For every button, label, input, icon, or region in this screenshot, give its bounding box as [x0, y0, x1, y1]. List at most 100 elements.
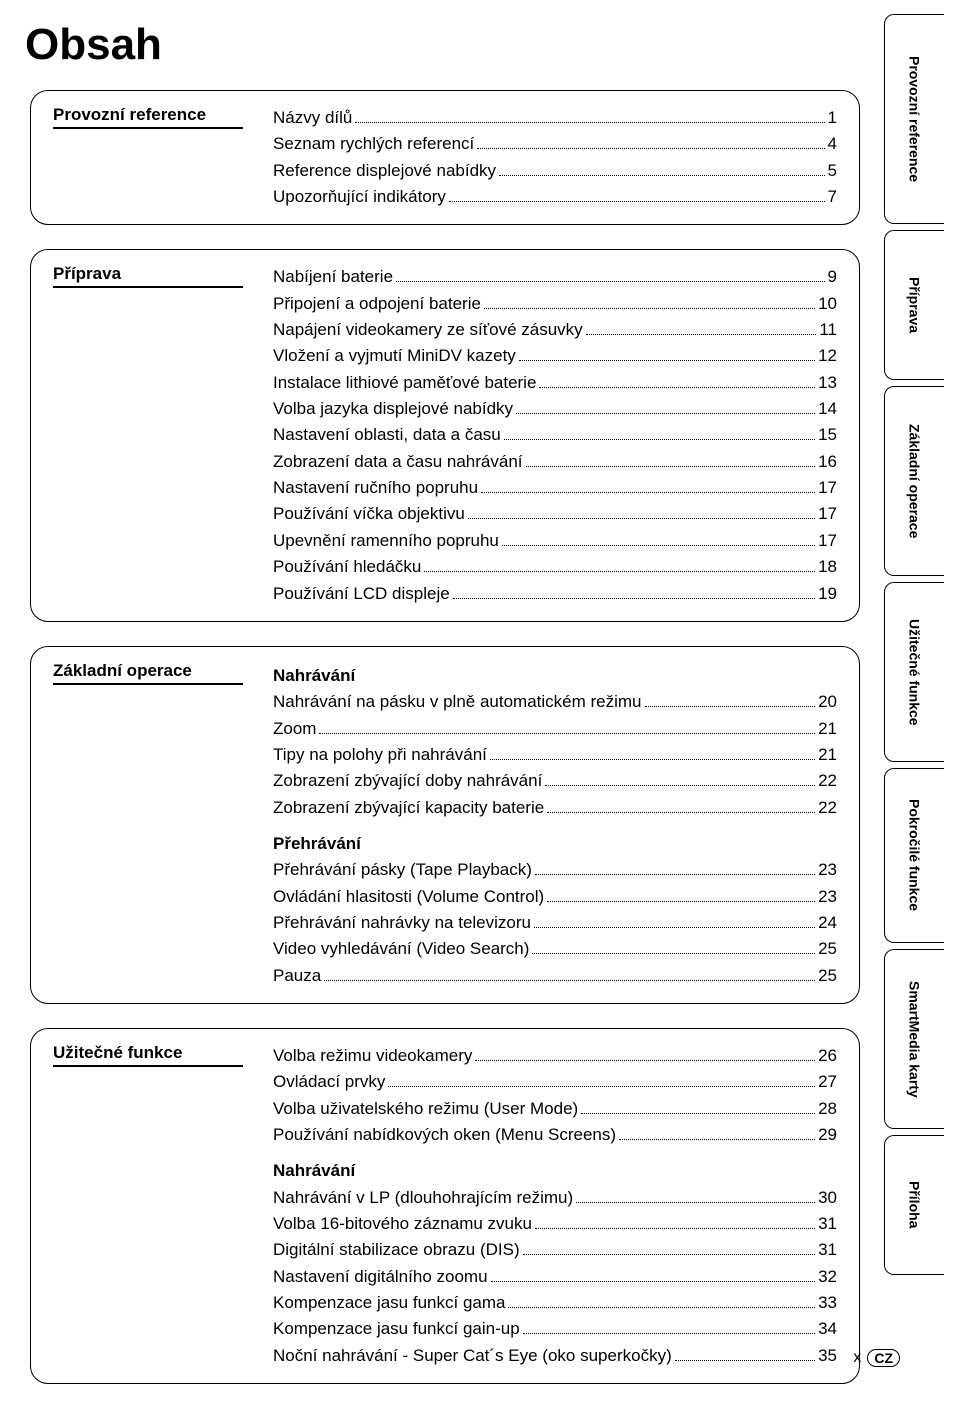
- toc-row[interactable]: Upevnění ramenního popruhu17: [273, 528, 837, 554]
- toc-section: Základní operace NahráváníNahrávání na pá…: [30, 646, 860, 1004]
- side-tab[interactable]: Příloha: [884, 1135, 944, 1275]
- toc-leader-dots: [526, 466, 816, 467]
- toc-entry-page: 14: [818, 396, 837, 422]
- side-tab[interactable]: SmartMedia karty: [884, 949, 944, 1129]
- toc-leader-dots: [576, 1202, 815, 1203]
- toc-row[interactable]: Volba 16-bitového záznamu zvuku31: [273, 1211, 837, 1237]
- toc-entry-text: Nastavení digitálního zoomu: [273, 1264, 488, 1290]
- toc-leader-dots: [355, 122, 824, 123]
- toc-entry-text: Zobrazení zbývající doby nahrávání: [273, 768, 542, 794]
- side-tab-label: SmartMedia karty: [903, 969, 927, 1110]
- toc-entry-page: 15: [818, 422, 837, 448]
- toc-row[interactable]: Ovládací prvky27: [273, 1069, 837, 1095]
- toc-entry-text: Používání LCD displeje: [273, 581, 450, 607]
- section-label: Užitečné funkce: [53, 1043, 243, 1067]
- toc-entry-page: 27: [818, 1069, 837, 1095]
- toc-leader-dots: [490, 759, 815, 760]
- toc-entry-page: 29: [818, 1122, 837, 1148]
- toc-entry-text: Upozorňující indikátory: [273, 184, 446, 210]
- toc-entry-text: Nastavení ručního popruhu: [273, 475, 478, 501]
- side-tab-label: Příloha: [903, 1169, 927, 1240]
- toc-row[interactable]: Nastavení ručního popruhu17: [273, 475, 837, 501]
- toc-row[interactable]: Používání hledáčku18: [273, 554, 837, 580]
- toc-list: Názvy dílů1Seznam rychlých referencí4Ref…: [273, 105, 837, 210]
- toc-entry-text: Nahrávání na pásku v plně automatickém r…: [273, 689, 642, 715]
- toc-row[interactable]: Volba režimu videokamery26: [273, 1043, 837, 1069]
- toc-entry-text: Seznam rychlých referencí: [273, 131, 474, 157]
- toc-entry-text: Volba uživatelského režimu (User Mode): [273, 1096, 578, 1122]
- toc-row[interactable]: Zobrazení zbývající kapacity baterie22: [273, 795, 837, 821]
- toc-entry-page: 31: [818, 1237, 837, 1263]
- toc-row[interactable]: Kompenzace jasu funkcí gama33: [273, 1290, 837, 1316]
- section-label: Příprava: [53, 264, 243, 288]
- toc-entry-text: Zobrazení zbývající kapacity baterie: [273, 795, 544, 821]
- toc-row[interactable]: Volba uživatelského režimu (User Mode)28: [273, 1096, 837, 1122]
- toc-entry-page: 25: [818, 963, 837, 989]
- side-tab[interactable]: Užitečné funkce: [884, 582, 944, 762]
- toc-row[interactable]: Používání LCD displeje19: [273, 581, 837, 607]
- toc-row[interactable]: Názvy dílů1: [273, 105, 837, 131]
- toc-entry-text: Vložení a vyjmutí MiniDV kazety: [273, 343, 516, 369]
- toc-row[interactable]: Volba jazyka displejové nabídky 14: [273, 396, 837, 422]
- toc-entry-page: 32: [818, 1264, 837, 1290]
- section-label: Základní operace: [53, 661, 243, 685]
- toc-entry-page: 16: [818, 449, 837, 475]
- toc-entry-text: Napájení videokamery ze síťové zásuvky: [273, 317, 583, 343]
- toc-entry-text: Nabíjení baterie: [273, 264, 393, 290]
- toc-leader-dots: [499, 175, 825, 176]
- toc-entry-text: Video vyhledávání (Video Search): [273, 936, 529, 962]
- toc-row[interactable]: Kompenzace jasu funkcí gain-up34: [273, 1316, 837, 1342]
- toc-row[interactable]: Používání víčka objektivu17: [273, 501, 837, 527]
- toc-row[interactable]: Zobrazení data a času nahrávání16: [273, 449, 837, 475]
- toc-row[interactable]: Video vyhledávání (Video Search)25: [273, 936, 837, 962]
- toc-leader-dots: [468, 518, 815, 519]
- toc-entry-text: Instalace lithiové paměťové baterie: [273, 370, 536, 396]
- toc-section: Užitečné funkce Volba režimu videokamery2…: [30, 1028, 860, 1384]
- toc-leader-dots: [581, 1113, 815, 1114]
- side-tab[interactable]: Příprava: [884, 230, 944, 380]
- toc-list: Volba režimu videokamery26Ovládací prvky…: [273, 1043, 837, 1369]
- toc-row[interactable]: Napájení videokamery ze síťové zásuvky11: [273, 317, 837, 343]
- toc-leader-dots: [319, 733, 815, 734]
- toc-row[interactable]: Zobrazení zbývající doby nahrávání22: [273, 768, 837, 794]
- section-label: Provozní reference: [53, 105, 243, 129]
- toc-row[interactable]: Instalace lithiové paměťové baterie13: [273, 370, 837, 396]
- toc-leader-dots: [532, 953, 815, 954]
- toc-row[interactable]: Používání nabídkových oken (Menu Screens…: [273, 1122, 837, 1148]
- toc-row[interactable]: Upozorňující indikátory7: [273, 184, 837, 210]
- toc-leader-dots: [504, 439, 815, 440]
- toc-row[interactable]: Přehrávání nahrávky na televizoru24: [273, 910, 837, 936]
- toc-row[interactable]: Přehrávání pásky (Tape Playback)23: [273, 857, 837, 883]
- side-tab[interactable]: Pokročilé funkce: [884, 768, 944, 943]
- toc-entry-text: Volba jazyka displejové nabídky: [273, 396, 513, 422]
- toc-group-heading: Nahrávání: [273, 663, 837, 689]
- toc-leader-dots: [396, 281, 825, 282]
- toc-entry-page: 21: [818, 716, 837, 742]
- toc-row[interactable]: Nastavení digitálního zoomu 32: [273, 1264, 837, 1290]
- toc-row[interactable]: Zoom21: [273, 716, 837, 742]
- toc-entry-page: 24: [818, 910, 837, 936]
- toc-leader-dots: [475, 1060, 815, 1061]
- toc-entry-text: Nastavení oblasti, data a času: [273, 422, 501, 448]
- toc-row[interactable]: Nabíjení baterie9: [273, 264, 837, 290]
- toc-entry-text: Upevnění ramenního popruhu: [273, 528, 499, 554]
- toc-row[interactable]: Noční nahrávání - Super Cat´s Eye (oko s…: [273, 1343, 837, 1369]
- toc-row[interactable]: Nahrávání na pásku v plně automatickém r…: [273, 689, 837, 715]
- toc-row[interactable]: Připojení a odpojení baterie10: [273, 291, 837, 317]
- toc-leader-dots: [675, 1360, 815, 1361]
- toc-row[interactable]: Nastavení oblasti, data a času 15: [273, 422, 837, 448]
- toc-row[interactable]: Nahrávání v LP (dlouhohrajícím režimu)30: [273, 1185, 837, 1211]
- toc-row[interactable]: Pauza25: [273, 963, 837, 989]
- toc-leader-dots: [481, 492, 815, 493]
- toc-row[interactable]: Vložení a vyjmutí MiniDV kazety12: [273, 343, 837, 369]
- toc-leader-dots: [477, 148, 824, 149]
- toc-row[interactable]: Ovládání hlasitosti (Volume Control)23: [273, 884, 837, 910]
- toc-leader-dots: [619, 1139, 815, 1140]
- side-tab[interactable]: Provozní reference: [884, 14, 944, 224]
- toc-row[interactable]: Digitální stabilizace obrazu (DIS)31: [273, 1237, 837, 1263]
- side-tab[interactable]: Základní operace: [884, 386, 944, 576]
- toc-row[interactable]: Reference displejové nabídky5: [273, 158, 837, 184]
- toc-entry-page: 31: [818, 1211, 837, 1237]
- toc-row[interactable]: Seznam rychlých referencí4: [273, 131, 837, 157]
- toc-row[interactable]: Tipy na polohy při nahrávání21: [273, 742, 837, 768]
